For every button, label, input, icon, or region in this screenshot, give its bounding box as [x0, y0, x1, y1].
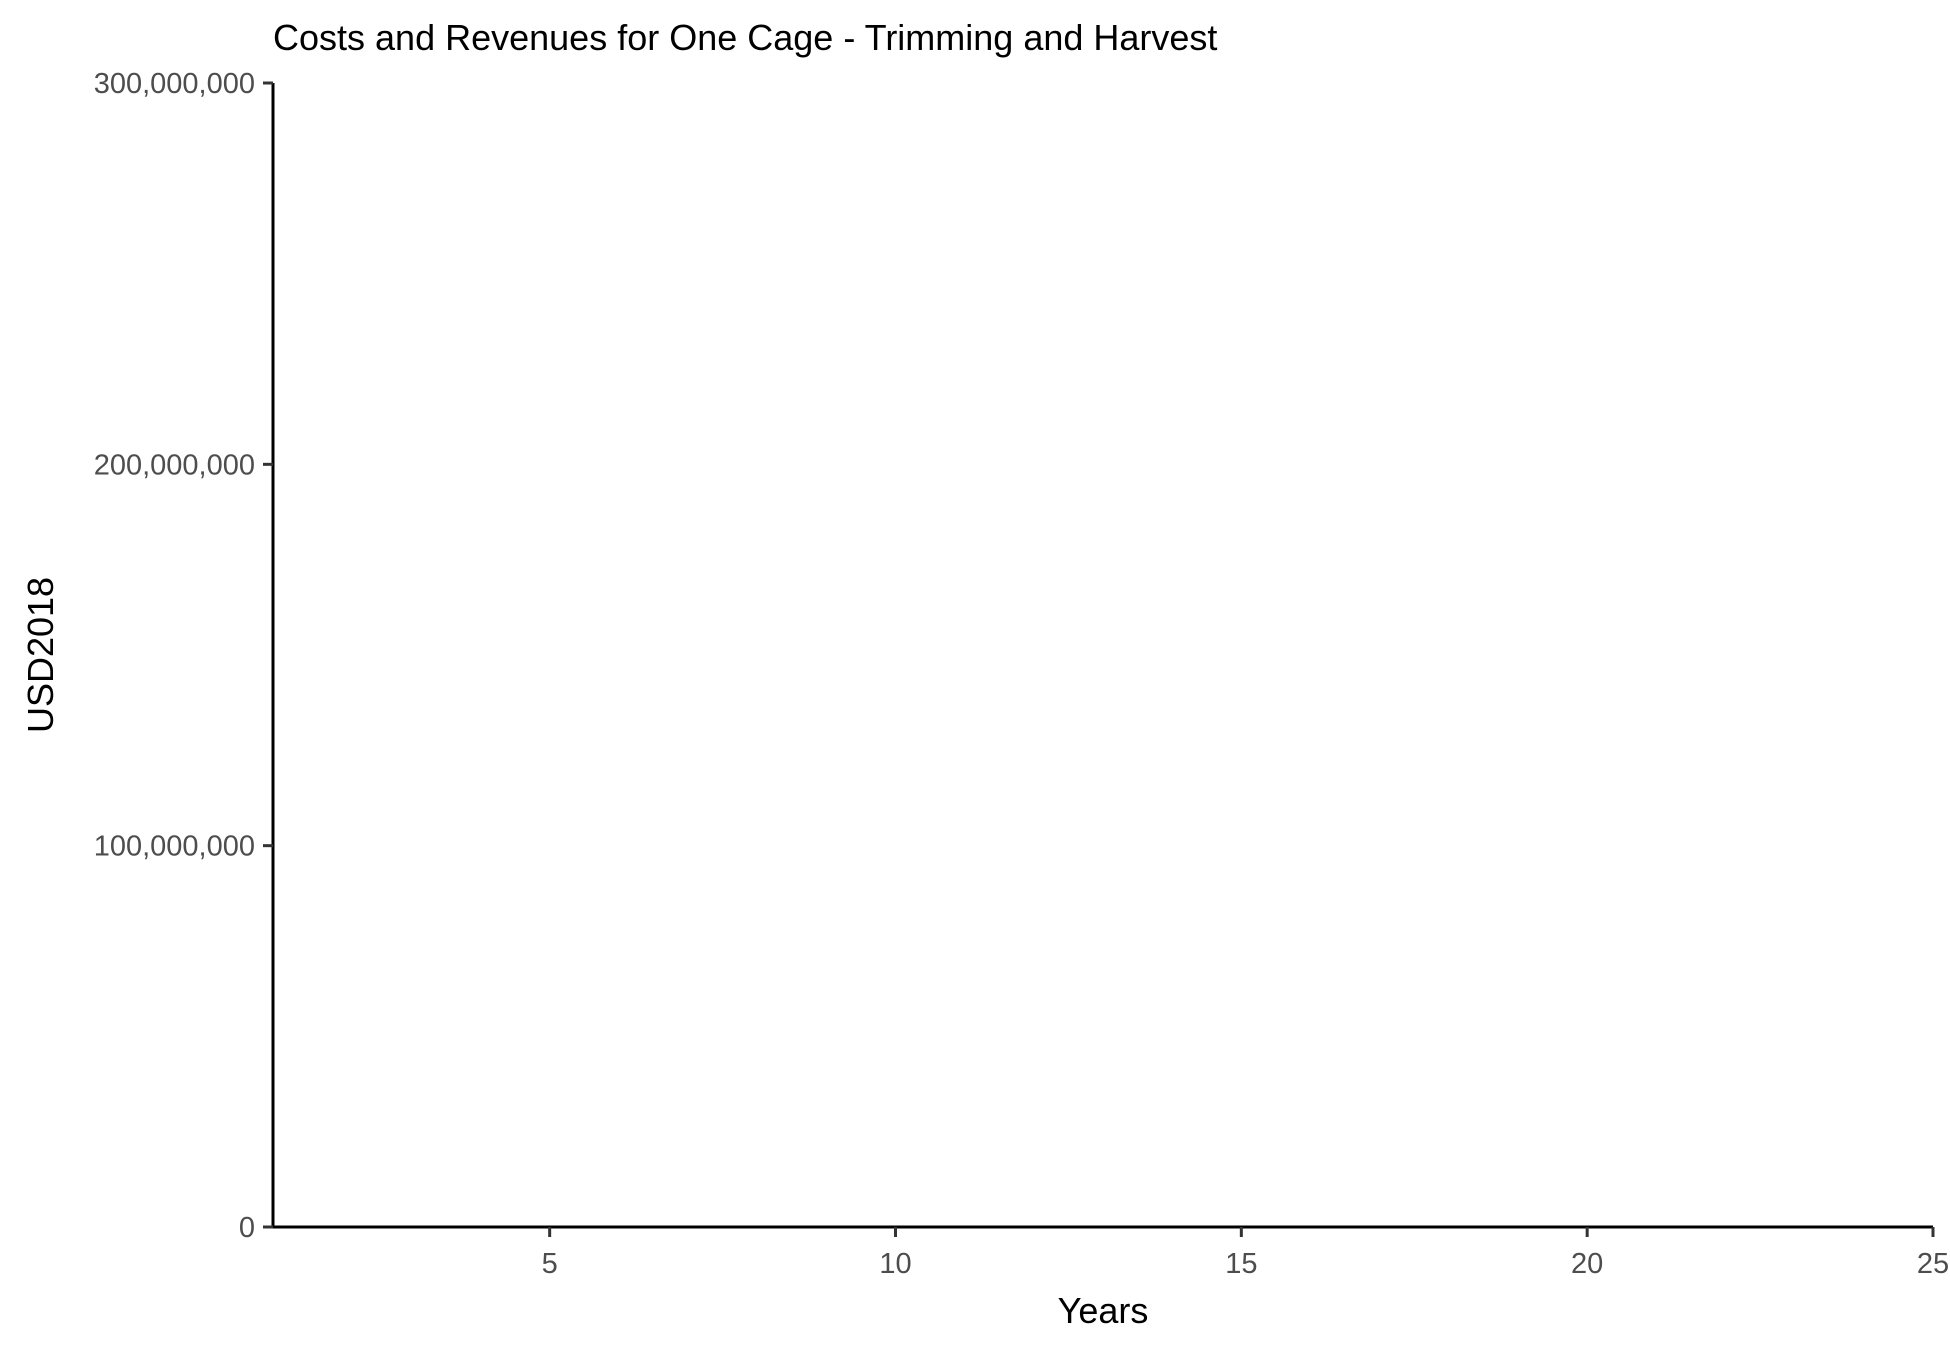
y-tick-label: 300,000,000: [94, 68, 255, 100]
y-tick-label: 200,000,000: [94, 449, 255, 481]
x-tick-label: 10: [879, 1248, 911, 1280]
y-tick-label: 100,000,000: [94, 831, 255, 863]
y-axis-title: USD2018: [20, 577, 61, 733]
y-axis-ticks: 0 100,000,000 200,000,000 300,000,000: [94, 68, 273, 1244]
x-axis-ticks: 5 10 15 20 25: [542, 1227, 1949, 1280]
x-tick-label: 15: [1225, 1248, 1257, 1280]
x-tick-label: 25: [1917, 1248, 1949, 1280]
chart-title: Costs and Revenues for One Cage - Trimmi…: [273, 17, 1217, 58]
y-tick-label: 0: [239, 1212, 255, 1244]
x-tick-label: 20: [1571, 1248, 1603, 1280]
x-tick-label: 5: [542, 1248, 558, 1280]
x-axis-title: Years: [1058, 1290, 1149, 1331]
